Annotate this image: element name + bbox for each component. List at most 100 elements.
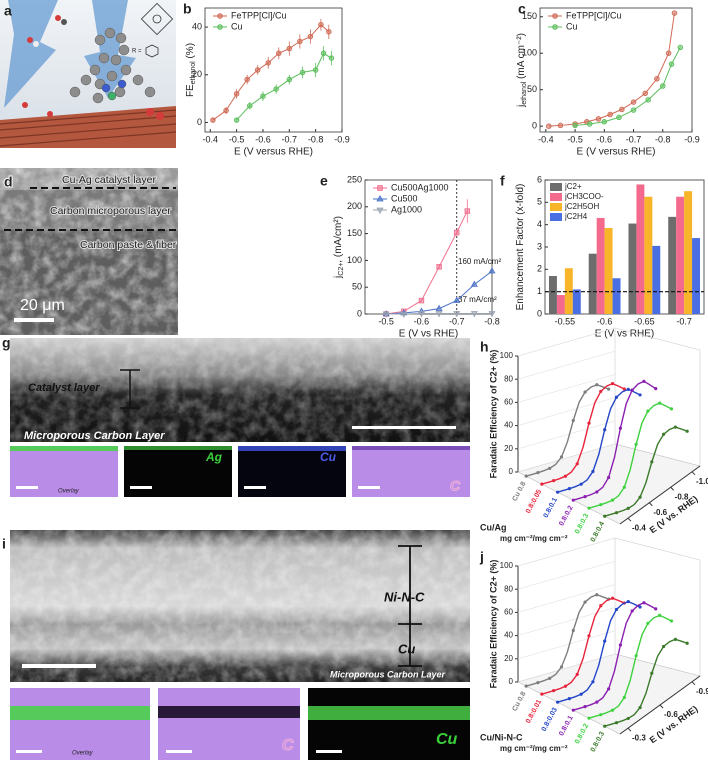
series-curve (525, 384, 609, 477)
z-tick-label: 40 (504, 631, 513, 640)
y-tick-label: 150 (347, 228, 362, 238)
y-tick-label: 0 (537, 308, 542, 318)
curve-dot (673, 637, 677, 641)
curve-dot (626, 600, 630, 604)
series-label: Cu 0.8 (512, 481, 528, 503)
x-tick-label: -0.5 (378, 316, 394, 326)
z-tick-label: 20 (504, 654, 513, 663)
e-tick (659, 704, 664, 709)
panel-label: i (2, 536, 6, 552)
series-label: 0.8:0.05 (525, 489, 543, 515)
data-point (435, 311, 443, 318)
y-axis-label-sub: C2+ (338, 263, 345, 276)
wall-edge (614, 537, 701, 561)
curve-dot (658, 401, 662, 405)
layer-label: Cu (398, 641, 415, 656)
eds-layer (10, 706, 150, 720)
data-point (671, 10, 678, 16)
eds-layer (238, 446, 346, 451)
layer-label: Catalyst layer (28, 382, 100, 394)
y-tick-label: 0 (357, 308, 362, 318)
curve-dot (603, 514, 607, 518)
z-tick-label: 60 (504, 398, 513, 407)
x-tick-label: -0.65 (634, 316, 655, 326)
y-axis-label: Enhancement Factor (x-fold) (515, 184, 526, 311)
x-tick-label: -0.4 (203, 134, 219, 144)
curve-dot (618, 643, 622, 647)
legend-label: Cu500 (391, 193, 418, 203)
curve-dot (622, 695, 626, 700)
curve-dot (642, 601, 646, 605)
data-point (619, 106, 625, 113)
data-point (645, 97, 651, 103)
y-tick-label: 150 (522, 11, 537, 21)
data-point (586, 121, 593, 127)
x-axis-label: E (V versus RHE) (234, 147, 313, 158)
curve-dot (548, 466, 552, 470)
map-label: Overlay (72, 751, 94, 757)
curve-dot (630, 388, 634, 392)
curve-dot (673, 425, 677, 429)
curve-dot (610, 596, 615, 600)
curve-dot (607, 387, 611, 391)
series-line (386, 210, 468, 315)
structure-label: R = (132, 49, 142, 55)
data-point (546, 123, 552, 129)
panel-d: Cu-Ag catalyst layer Carbon microporous … (0, 168, 178, 335)
data-point (572, 122, 578, 129)
y-axis-label-sub: ethanol (521, 81, 528, 104)
grid-line (517, 374, 616, 403)
curve-dot (552, 689, 556, 693)
data-point (210, 117, 216, 123)
y-axis-label-main: j (516, 105, 527, 108)
eds-layer (352, 446, 470, 450)
curve-dot (614, 511, 619, 515)
legend-swatch (550, 213, 562, 221)
data-point (417, 311, 425, 318)
series-curve (557, 600, 641, 703)
grid-line (517, 630, 616, 660)
y-axis-label-unit: (mA cm⁻²) (516, 33, 527, 82)
data-point (677, 44, 684, 51)
e-tick (627, 727, 632, 732)
y-axis-label: FEethanol (%) (185, 43, 198, 97)
curve-dot (634, 654, 638, 658)
curve-dot (595, 700, 599, 704)
panel-label: e (320, 173, 328, 189)
curve-dot (583, 390, 587, 394)
x-tick-label: -0.9 (334, 134, 350, 144)
e-tick (627, 517, 632, 522)
layer-label: Cu-Ag catalyst layer (62, 174, 156, 186)
thickness-bar (398, 545, 422, 667)
curve-dot (614, 607, 619, 612)
curve-dot (638, 495, 642, 499)
bar (668, 216, 677, 314)
panel-label: b (183, 1, 192, 17)
layer-label: Carbon paste & fiber (80, 239, 177, 251)
y-tick-label: 4 (537, 219, 542, 229)
curve-dot (540, 482, 544, 486)
bar (596, 217, 605, 314)
y-axis-label-main: FE (185, 84, 196, 97)
panel-label: a (4, 3, 12, 19)
curve-dot (607, 687, 611, 691)
legend-label: Ag1000 (391, 204, 422, 214)
e-tick-label: -0.4 (632, 523, 646, 532)
panel-label: h (480, 339, 489, 355)
data-point (453, 311, 461, 318)
x-tick-label: -0.6 (255, 134, 271, 144)
series-label: 0.8:0.4 (590, 521, 606, 544)
legend-label: jCH3COO- (564, 192, 604, 201)
panel-a: R = a (0, 0, 177, 148)
data-point (660, 83, 666, 89)
panel-label: d (4, 174, 13, 190)
x-tick-label: -0.6 (597, 134, 613, 144)
curve-dot (685, 641, 689, 645)
legend-label: jC2H5OH (564, 202, 599, 211)
curve-dot (630, 609, 634, 613)
map-label: Ag (205, 450, 223, 464)
panel-label: c (518, 1, 526, 17)
curve-dot (567, 487, 571, 491)
data-point (630, 107, 637, 113)
x-axis-label: E (V vs RHE) (399, 329, 458, 340)
